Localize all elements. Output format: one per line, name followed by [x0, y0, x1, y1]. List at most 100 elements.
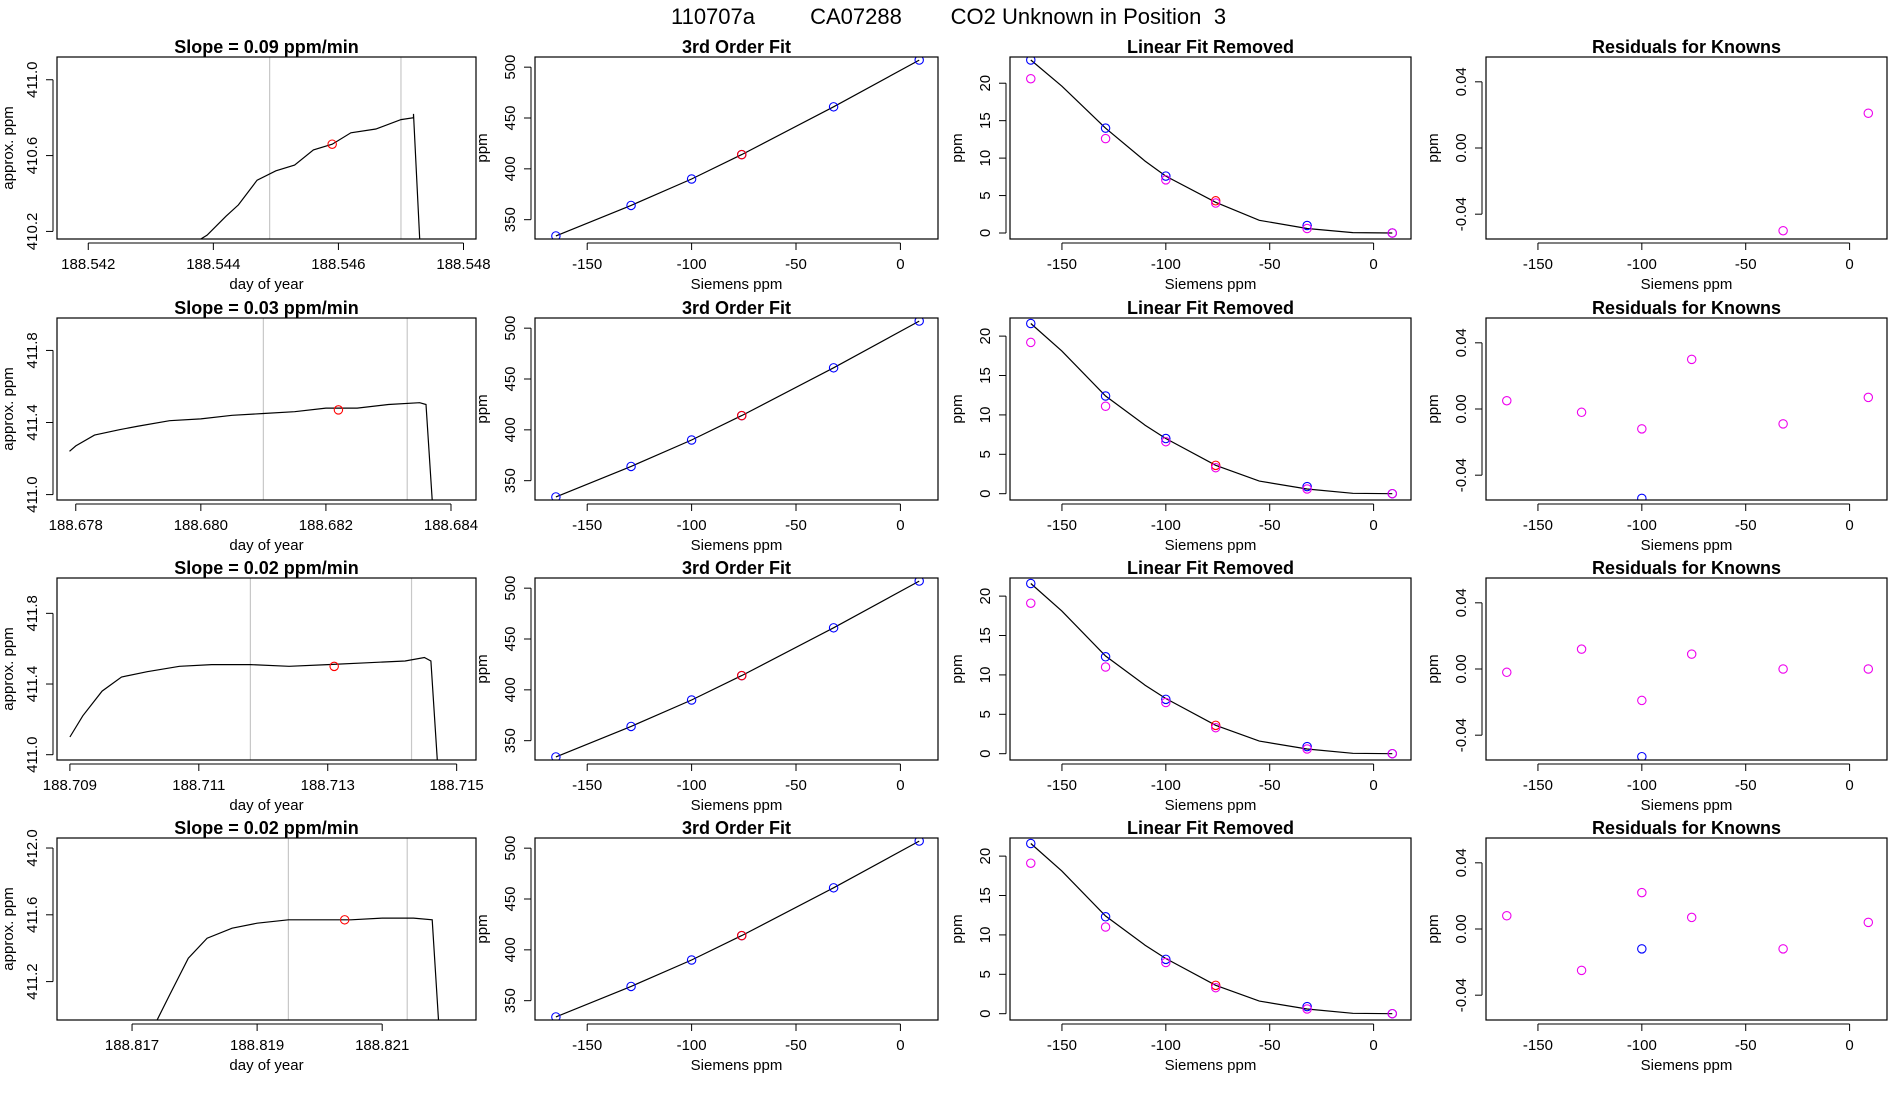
data-point-magenta	[1302, 223, 1312, 234]
fit-curve	[1030, 843, 1393, 1015]
data-point-blue	[914, 57, 924, 65]
data-point-magenta	[1686, 354, 1697, 365]
trace-marker-point	[327, 139, 337, 149]
y-axis-label: ppm	[1425, 394, 1442, 423]
y-tick-label: 20	[977, 588, 994, 605]
data-point-blue	[1026, 838, 1036, 849]
y-tick-label: 411.4	[24, 404, 41, 440]
data-point-magenta	[1161, 697, 1171, 708]
y-tick-label: 20	[977, 75, 994, 92]
x-tick-label: 188.548	[436, 256, 490, 273]
x-tick-label: -100	[677, 1037, 707, 1054]
data-point-red	[736, 670, 747, 681]
y-axis-label: ppm	[949, 914, 966, 943]
data-point-blue	[1302, 741, 1312, 752]
y-tick-label: 0.00	[1453, 133, 1470, 162]
y-tick-label: 0.00	[1453, 654, 1470, 683]
panel-title: Linear Fit Removed	[1127, 818, 1294, 838]
y-tick-label: 0.04	[1453, 67, 1470, 96]
y-tick-label: -0.04	[1453, 978, 1470, 1012]
y-tick-label: 0	[977, 490, 994, 498]
data-point-magenta	[1863, 108, 1874, 119]
y-tick-label: -0.04	[1453, 718, 1470, 752]
y-tick-label: 411.2	[24, 963, 41, 999]
panel-title: 3rd Order Fit	[682, 558, 791, 578]
data-point-blue	[1161, 954, 1171, 965]
data-point-magenta	[1387, 228, 1398, 238]
panels: Slope = 0.09 ppm/min 188.542 188.544 188.54…	[0, 37, 1888, 1074]
data-point-blue	[1026, 318, 1036, 329]
panel-r2c4: Residuals for Knowns -150 -100 -50 0 Siemens …	[1425, 298, 1888, 554]
plot-frame	[534, 56, 939, 240]
data-point-red	[736, 410, 747, 421]
plot-frame	[1485, 317, 1888, 501]
data-point-blue	[686, 695, 697, 705]
data-point-blue	[551, 492, 561, 500]
x-tick-label: 188.711	[172, 777, 225, 794]
x-axis-label: Siemens ppm	[691, 276, 783, 293]
x-axis-label: day of year	[229, 537, 303, 554]
y-tick-label: 0	[977, 1010, 994, 1018]
x-tick-label: -150	[1523, 777, 1553, 794]
y-tick-label: 10	[977, 150, 994, 167]
y-tick-label: 20	[977, 848, 994, 865]
y-tick-label: 411.0	[24, 62, 41, 98]
plot-frame	[1009, 317, 1412, 501]
data-point-magenta	[1576, 644, 1587, 654]
x-tick-label: -50	[1735, 1037, 1757, 1054]
data-point-magenta	[1863, 392, 1874, 403]
data-point-magenta	[1778, 664, 1788, 674]
x-tick-label: -50	[1259, 256, 1281, 273]
panel-title: Slope = 0.09 ppm/min	[174, 37, 359, 57]
y-tick-label: 0	[977, 229, 994, 237]
data-point-blue	[686, 435, 697, 445]
y-axis-label: ppm	[474, 394, 491, 423]
y-tick-label: 500	[502, 55, 519, 80]
x-tick-label: -100	[1151, 517, 1181, 534]
panel-r1c2: 3rd Order Fit -150 -100 -50 0 Siemens ppm 350 4…	[474, 37, 939, 293]
data-point-magenta	[1210, 198, 1221, 208]
x-tick-label: 0	[896, 1037, 904, 1054]
panel-r3c1: Slope = 0.02 ppm/min 188.709 188.711 188.71…	[0, 558, 484, 814]
y-axis-label: ppm	[949, 654, 966, 683]
data-point-blue	[914, 578, 924, 586]
data-point-magenta	[1100, 133, 1111, 144]
figure-title-tank: CA07288	[810, 4, 902, 29]
y-axis-label: approx. ppm	[0, 106, 17, 189]
data-point-magenta	[1100, 922, 1111, 932]
plot-frame	[534, 317, 939, 501]
y-tick-label: 5	[977, 450, 994, 458]
x-axis-label: Siemens ppm	[691, 797, 783, 814]
data-point-magenta	[1778, 944, 1788, 954]
x-tick-label: 188.821	[355, 1037, 409, 1054]
data-point-blue	[626, 721, 636, 732]
data-point-blue	[1637, 751, 1647, 760]
data-point-blue	[686, 174, 697, 184]
x-axis-label: Siemens ppm	[1641, 276, 1733, 293]
data-point-blue	[1637, 493, 1647, 500]
panel-title: Residuals for Knowns	[1592, 298, 1781, 318]
x-tick-label: -150	[572, 777, 602, 794]
data-point-magenta	[1502, 395, 1512, 406]
y-axis-label: approx. ppm	[0, 627, 17, 710]
x-tick-label: 188.713	[301, 777, 355, 794]
x-tick-label: -100	[1151, 256, 1181, 273]
data-point-magenta	[1502, 911, 1512, 921]
x-tick-label: 0	[1845, 777, 1853, 794]
x-tick-label: 0	[896, 777, 904, 794]
x-tick-label: -150	[1047, 1037, 1077, 1054]
data-point-magenta	[1026, 73, 1036, 84]
y-tick-label: 15	[977, 367, 994, 384]
plot-frame	[56, 837, 477, 1021]
y-tick-label: 15	[977, 887, 994, 904]
y-axis-label: approx. ppm	[0, 887, 17, 970]
y-tick-label: 5	[977, 710, 994, 718]
x-tick-label: -150	[572, 1037, 602, 1054]
panel-r1c1: Slope = 0.09 ppm/min 188.542 188.544 188.54…	[0, 37, 491, 293]
fit-curve	[555, 580, 920, 758]
data-point-blue	[1302, 220, 1312, 231]
y-tick-label: 15	[977, 627, 994, 644]
panel-r4c1: Slope = 0.02 ppm/min 188.817 188.819 188.82…	[0, 818, 477, 1074]
x-tick-label: -50	[785, 1037, 807, 1054]
y-tick-label: 350	[502, 988, 519, 1013]
